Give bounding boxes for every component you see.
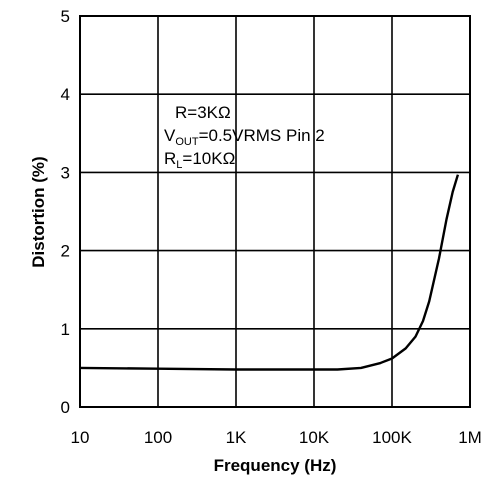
plot-area-frame: [79, 15, 471, 408]
annotation-load-main: R: [164, 149, 176, 168]
annotation-box: R=3KΩ VOUT=0.5VRMS Pin 2 RL=10KΩ: [164, 103, 325, 171]
annotation-line-vout: VOUT=0.5VRMS Pin 2: [164, 126, 325, 148]
x-tick-label: 10K: [299, 428, 330, 447]
annotation-vout-subscript: OUT: [175, 136, 199, 148]
annotation-line-load: RL=10KΩ: [164, 149, 235, 171]
annotation-vout-main: V: [164, 126, 176, 145]
annotation-load-rest: =10KΩ: [182, 149, 235, 168]
y-tick-label: 5: [61, 7, 70, 26]
y-tick-label: 4: [61, 85, 70, 104]
annotation-line-resistance: R=3KΩ: [175, 103, 231, 122]
x-tick-label: 10: [71, 428, 90, 447]
x-tick-label: 100K: [372, 428, 412, 447]
y-tick-label: 3: [61, 163, 70, 182]
x-tick-label: 1M: [458, 428, 482, 447]
y-tick-label: 2: [61, 242, 70, 261]
x-tick-label: 1K: [226, 428, 247, 447]
annotation-load-subscript: L: [176, 159, 182, 171]
grid-layer: [80, 16, 470, 407]
y-axis-title: Distortion (%): [29, 156, 48, 267]
y-tick-label: 1: [61, 320, 70, 339]
series-layer: [79, 174, 460, 371]
y-tick-label: 0: [61, 398, 70, 417]
annotation-vout-rest: =0.5VRMS Pin 2: [199, 126, 325, 145]
x-tick-label: 100: [144, 428, 172, 447]
distortion-series-line: [79, 174, 460, 371]
tick-label-layer: 10 100 1K 10K 100K 1M 0 1 2 3 4 5: [61, 7, 482, 447]
x-axis-title: Frequency (Hz): [214, 456, 337, 475]
